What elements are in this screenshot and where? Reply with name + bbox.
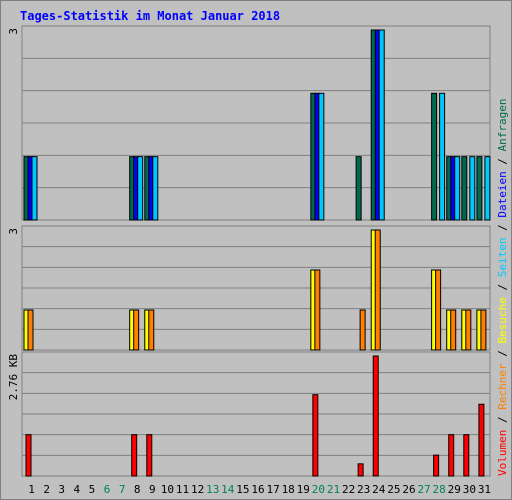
- x-tick-label-day-5: 5: [89, 483, 96, 496]
- x-tick-label-day-20: 20: [312, 483, 325, 496]
- legend-entry-anfragen: Anfragen: [496, 98, 509, 151]
- legend-separator: /: [496, 277, 509, 297]
- bar-seiten-day-8: [137, 156, 144, 221]
- x-tick-label-day-27: 27: [417, 483, 430, 496]
- bar-volumen-day-1: [25, 434, 32, 477]
- legend-entry-seiten: Seiten: [496, 238, 509, 278]
- x-tick-label-day-29: 29: [448, 483, 461, 496]
- y-max-label-volume: 2.76 KB: [7, 354, 20, 401]
- bar-volumen-day-30: [463, 434, 470, 477]
- bar-rechner-day-23: [359, 309, 366, 351]
- x-tick-label-day-8: 8: [134, 483, 141, 496]
- x-tick-label-day-16: 16: [251, 483, 264, 496]
- bar-rechner-day-24: [374, 229, 381, 351]
- x-tick-label-day-28: 28: [433, 483, 446, 496]
- bar-volumen-day-24: [372, 355, 379, 477]
- x-tick-label-day-13: 13: [206, 483, 219, 496]
- legend-entry-rechner: Rechner: [496, 363, 509, 410]
- x-tick-label-day-15: 15: [236, 483, 249, 496]
- x-tick-label-day-7: 7: [119, 483, 126, 496]
- x-tick-label-day-26: 26: [402, 483, 415, 496]
- bar-volumen-day-8: [131, 434, 138, 477]
- legend-separator: /: [496, 151, 509, 171]
- x-tick-label-day-23: 23: [357, 483, 370, 496]
- bar-anfragen-day-30: [461, 156, 468, 221]
- x-tick-label-day-25: 25: [387, 483, 400, 496]
- x-tick-label-day-21: 21: [327, 483, 340, 496]
- x-tick-label-day-1: 1: [28, 483, 35, 496]
- bar-volumen-day-28: [433, 454, 440, 477]
- bar-rechner-day-20: [314, 269, 321, 351]
- bar-volumen-day-31: [478, 403, 485, 477]
- legend-entry-volumen: Volumen: [496, 430, 509, 476]
- bar-volumen-day-9: [146, 434, 153, 477]
- legend-separator: /: [496, 410, 509, 430]
- bar-seiten-day-30: [469, 156, 476, 221]
- bar-seiten-day-31: [484, 156, 491, 221]
- legend-separator: /: [496, 218, 509, 238]
- bar-rechner-day-9: [148, 309, 155, 351]
- bar-rechner-day-31: [480, 309, 487, 351]
- x-tick-label-day-10: 10: [161, 483, 174, 496]
- x-tick-label-day-6: 6: [104, 483, 111, 496]
- x-tick-label-day-18: 18: [282, 483, 295, 496]
- x-tick-label-day-17: 17: [266, 483, 279, 496]
- y-max-label-visits: 3: [7, 228, 20, 235]
- x-tick-label-day-22: 22: [342, 483, 355, 496]
- bar-volumen-day-29: [448, 434, 455, 477]
- x-tick-label-day-12: 12: [191, 483, 204, 496]
- bar-seiten-day-28: [439, 92, 446, 221]
- chart-title: Tages-Statistik im Monat Januar 2018: [20, 9, 281, 23]
- x-tick-label-day-14: 14: [221, 483, 235, 496]
- legend-entry-dateien: Dateien: [496, 171, 509, 217]
- bar-volumen-day-23: [357, 463, 364, 477]
- bar-seiten-day-20: [318, 92, 325, 221]
- x-tick-label-day-3: 3: [58, 483, 65, 496]
- x-tick-label-day-24: 24: [372, 483, 386, 496]
- bar-seiten-day-9: [152, 156, 159, 221]
- bar-rechner-day-30: [465, 309, 472, 351]
- bar-anfragen-day-23: [355, 156, 362, 221]
- legend: Volumen / Rechner / Besuche / Seiten / D…: [496, 98, 509, 476]
- bar-rechner-day-28: [435, 269, 442, 351]
- bar-rechner-day-8: [133, 309, 140, 351]
- bar-rechner-day-29: [450, 309, 457, 351]
- bar-seiten-day-29: [454, 156, 461, 221]
- bar-seiten-day-24: [378, 29, 385, 221]
- x-tick-label-day-30: 30: [463, 483, 476, 496]
- legend-separator: /: [496, 344, 509, 364]
- x-tick-label-day-31: 31: [478, 483, 491, 496]
- x-tick-label-day-9: 9: [149, 483, 156, 496]
- legend-entry-besuche: Besuche: [496, 297, 509, 343]
- x-tick-label-day-2: 2: [43, 483, 50, 496]
- bar-anfragen-day-31: [476, 156, 483, 221]
- bar-volumen-day-20: [312, 394, 319, 477]
- x-tick-label-day-4: 4: [74, 483, 81, 496]
- bar-seiten-day-1: [31, 156, 38, 221]
- y-max-label-requests: 3: [7, 28, 20, 35]
- x-tick-label-day-11: 11: [176, 483, 189, 496]
- bar-rechner-day-1: [27, 309, 34, 351]
- x-tick-label-day-19: 19: [297, 483, 310, 496]
- bar-anfragen-day-28: [431, 92, 438, 221]
